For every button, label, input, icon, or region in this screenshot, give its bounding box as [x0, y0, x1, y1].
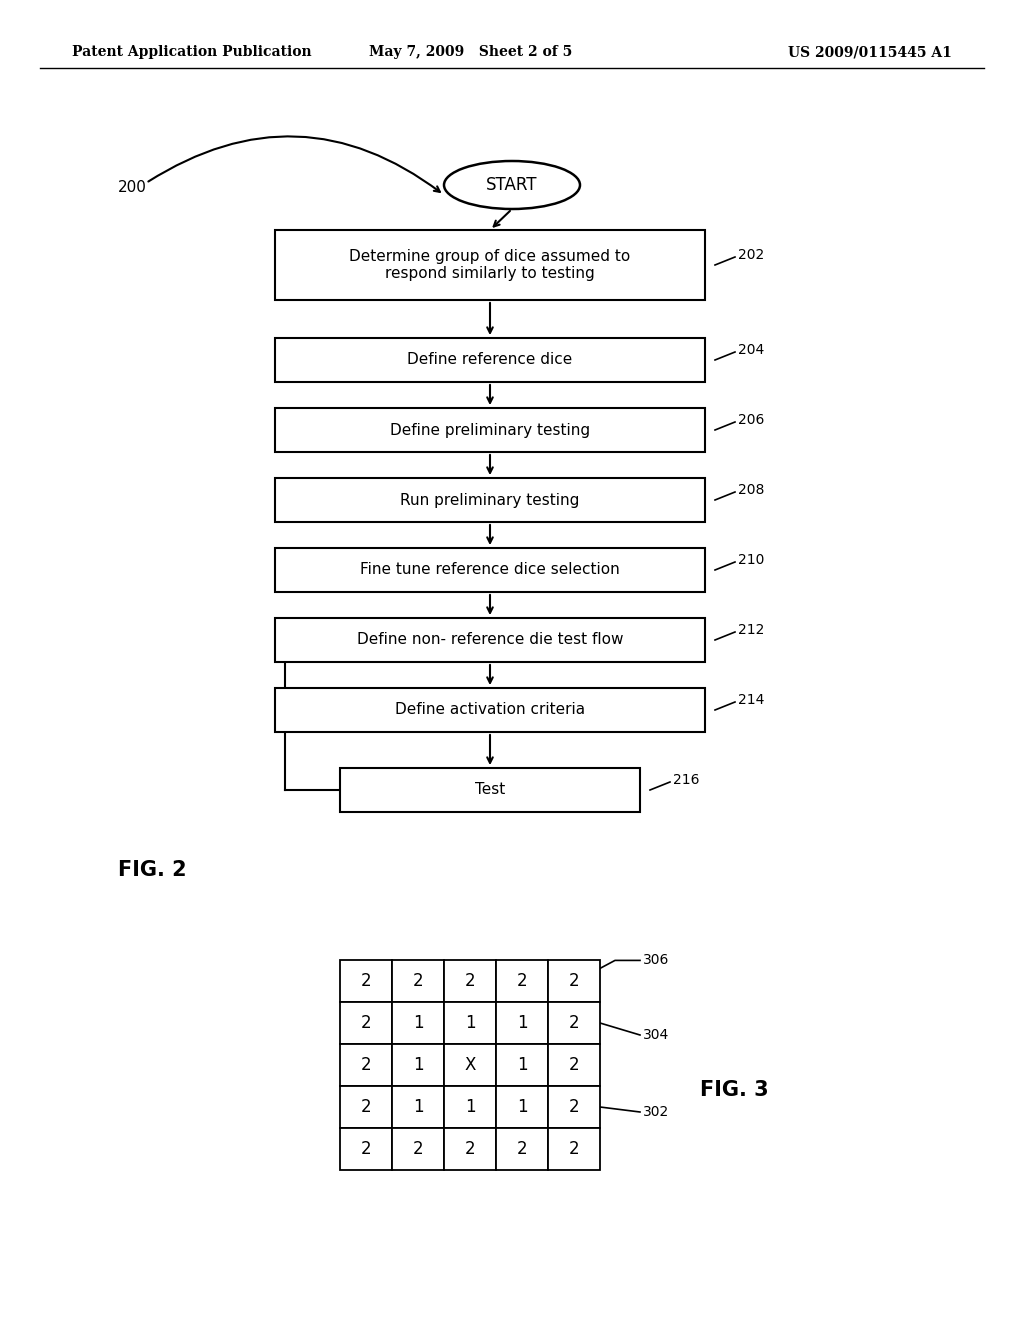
Text: 206: 206 — [738, 413, 764, 426]
Text: 2: 2 — [413, 1140, 423, 1158]
Text: 2: 2 — [360, 1140, 372, 1158]
Text: START: START — [486, 176, 538, 194]
Bar — [392, 960, 444, 1002]
Text: US 2009/0115445 A1: US 2009/0115445 A1 — [788, 45, 952, 59]
Text: 1: 1 — [413, 1098, 423, 1115]
Bar — [392, 1086, 444, 1129]
Bar — [548, 1129, 600, 1170]
Bar — [340, 1044, 392, 1086]
Text: 2: 2 — [568, 1056, 580, 1074]
Bar — [392, 1129, 444, 1170]
Text: Patent Application Publication: Patent Application Publication — [72, 45, 311, 59]
Text: 2: 2 — [360, 1098, 372, 1115]
Text: 306: 306 — [643, 953, 670, 968]
Text: 2: 2 — [568, 972, 580, 990]
Text: 200: 200 — [118, 181, 146, 195]
Bar — [496, 1002, 548, 1044]
Bar — [392, 1002, 444, 1044]
Bar — [340, 1129, 392, 1170]
Ellipse shape — [444, 161, 580, 209]
Bar — [275, 478, 705, 521]
Text: 1: 1 — [413, 1056, 423, 1074]
Bar — [340, 1002, 392, 1044]
Bar — [340, 768, 640, 812]
Text: 202: 202 — [738, 248, 764, 261]
Text: 2: 2 — [517, 1140, 527, 1158]
Text: 304: 304 — [643, 1028, 670, 1041]
Text: 2: 2 — [360, 972, 372, 990]
Bar — [496, 1044, 548, 1086]
Text: 2: 2 — [568, 1098, 580, 1115]
Bar — [548, 960, 600, 1002]
Bar — [444, 1044, 496, 1086]
Bar — [496, 1086, 548, 1129]
Text: Test: Test — [475, 783, 505, 797]
Bar — [275, 688, 705, 733]
Bar — [340, 960, 392, 1002]
Text: 302: 302 — [643, 1105, 670, 1119]
Text: 210: 210 — [738, 553, 764, 568]
Text: X: X — [464, 1056, 476, 1074]
Text: 2: 2 — [465, 1140, 475, 1158]
Text: Define activation criteria: Define activation criteria — [395, 702, 585, 718]
Text: FIG. 3: FIG. 3 — [700, 1080, 769, 1100]
Text: May 7, 2009   Sheet 2 of 5: May 7, 2009 Sheet 2 of 5 — [370, 45, 572, 59]
Text: Determine group of dice assumed to
respond similarly to testing: Determine group of dice assumed to respo… — [349, 248, 631, 281]
Text: 2: 2 — [517, 972, 527, 990]
Text: 216: 216 — [673, 774, 699, 787]
Text: 2: 2 — [413, 972, 423, 990]
Bar — [275, 230, 705, 300]
Text: 2: 2 — [360, 1014, 372, 1032]
Text: 208: 208 — [738, 483, 764, 498]
Text: 2: 2 — [360, 1056, 372, 1074]
Bar — [275, 408, 705, 451]
Text: 2: 2 — [465, 972, 475, 990]
Text: 212: 212 — [738, 623, 764, 638]
Bar — [275, 338, 705, 381]
Bar — [496, 960, 548, 1002]
Text: 204: 204 — [738, 343, 764, 356]
Bar — [444, 1129, 496, 1170]
Bar — [444, 1002, 496, 1044]
Bar — [340, 1086, 392, 1129]
Text: FIG. 2: FIG. 2 — [118, 861, 186, 880]
Text: 2: 2 — [568, 1140, 580, 1158]
Bar — [275, 618, 705, 663]
Bar — [275, 548, 705, 591]
Text: 1: 1 — [517, 1056, 527, 1074]
Bar — [548, 1002, 600, 1044]
Text: 1: 1 — [517, 1098, 527, 1115]
Text: 1: 1 — [465, 1098, 475, 1115]
Bar — [548, 1044, 600, 1086]
Text: 214: 214 — [738, 693, 764, 708]
Text: Run preliminary testing: Run preliminary testing — [400, 492, 580, 507]
Text: Define reference dice: Define reference dice — [408, 352, 572, 367]
Bar — [444, 1086, 496, 1129]
Text: 1: 1 — [517, 1014, 527, 1032]
Text: Fine tune reference dice selection: Fine tune reference dice selection — [360, 562, 620, 578]
Text: 1: 1 — [413, 1014, 423, 1032]
Text: 1: 1 — [465, 1014, 475, 1032]
Text: Define non- reference die test flow: Define non- reference die test flow — [356, 632, 624, 648]
Bar — [496, 1129, 548, 1170]
Bar — [548, 1086, 600, 1129]
Text: Define preliminary testing: Define preliminary testing — [390, 422, 590, 437]
Bar — [444, 960, 496, 1002]
Bar — [392, 1044, 444, 1086]
Text: 2: 2 — [568, 1014, 580, 1032]
